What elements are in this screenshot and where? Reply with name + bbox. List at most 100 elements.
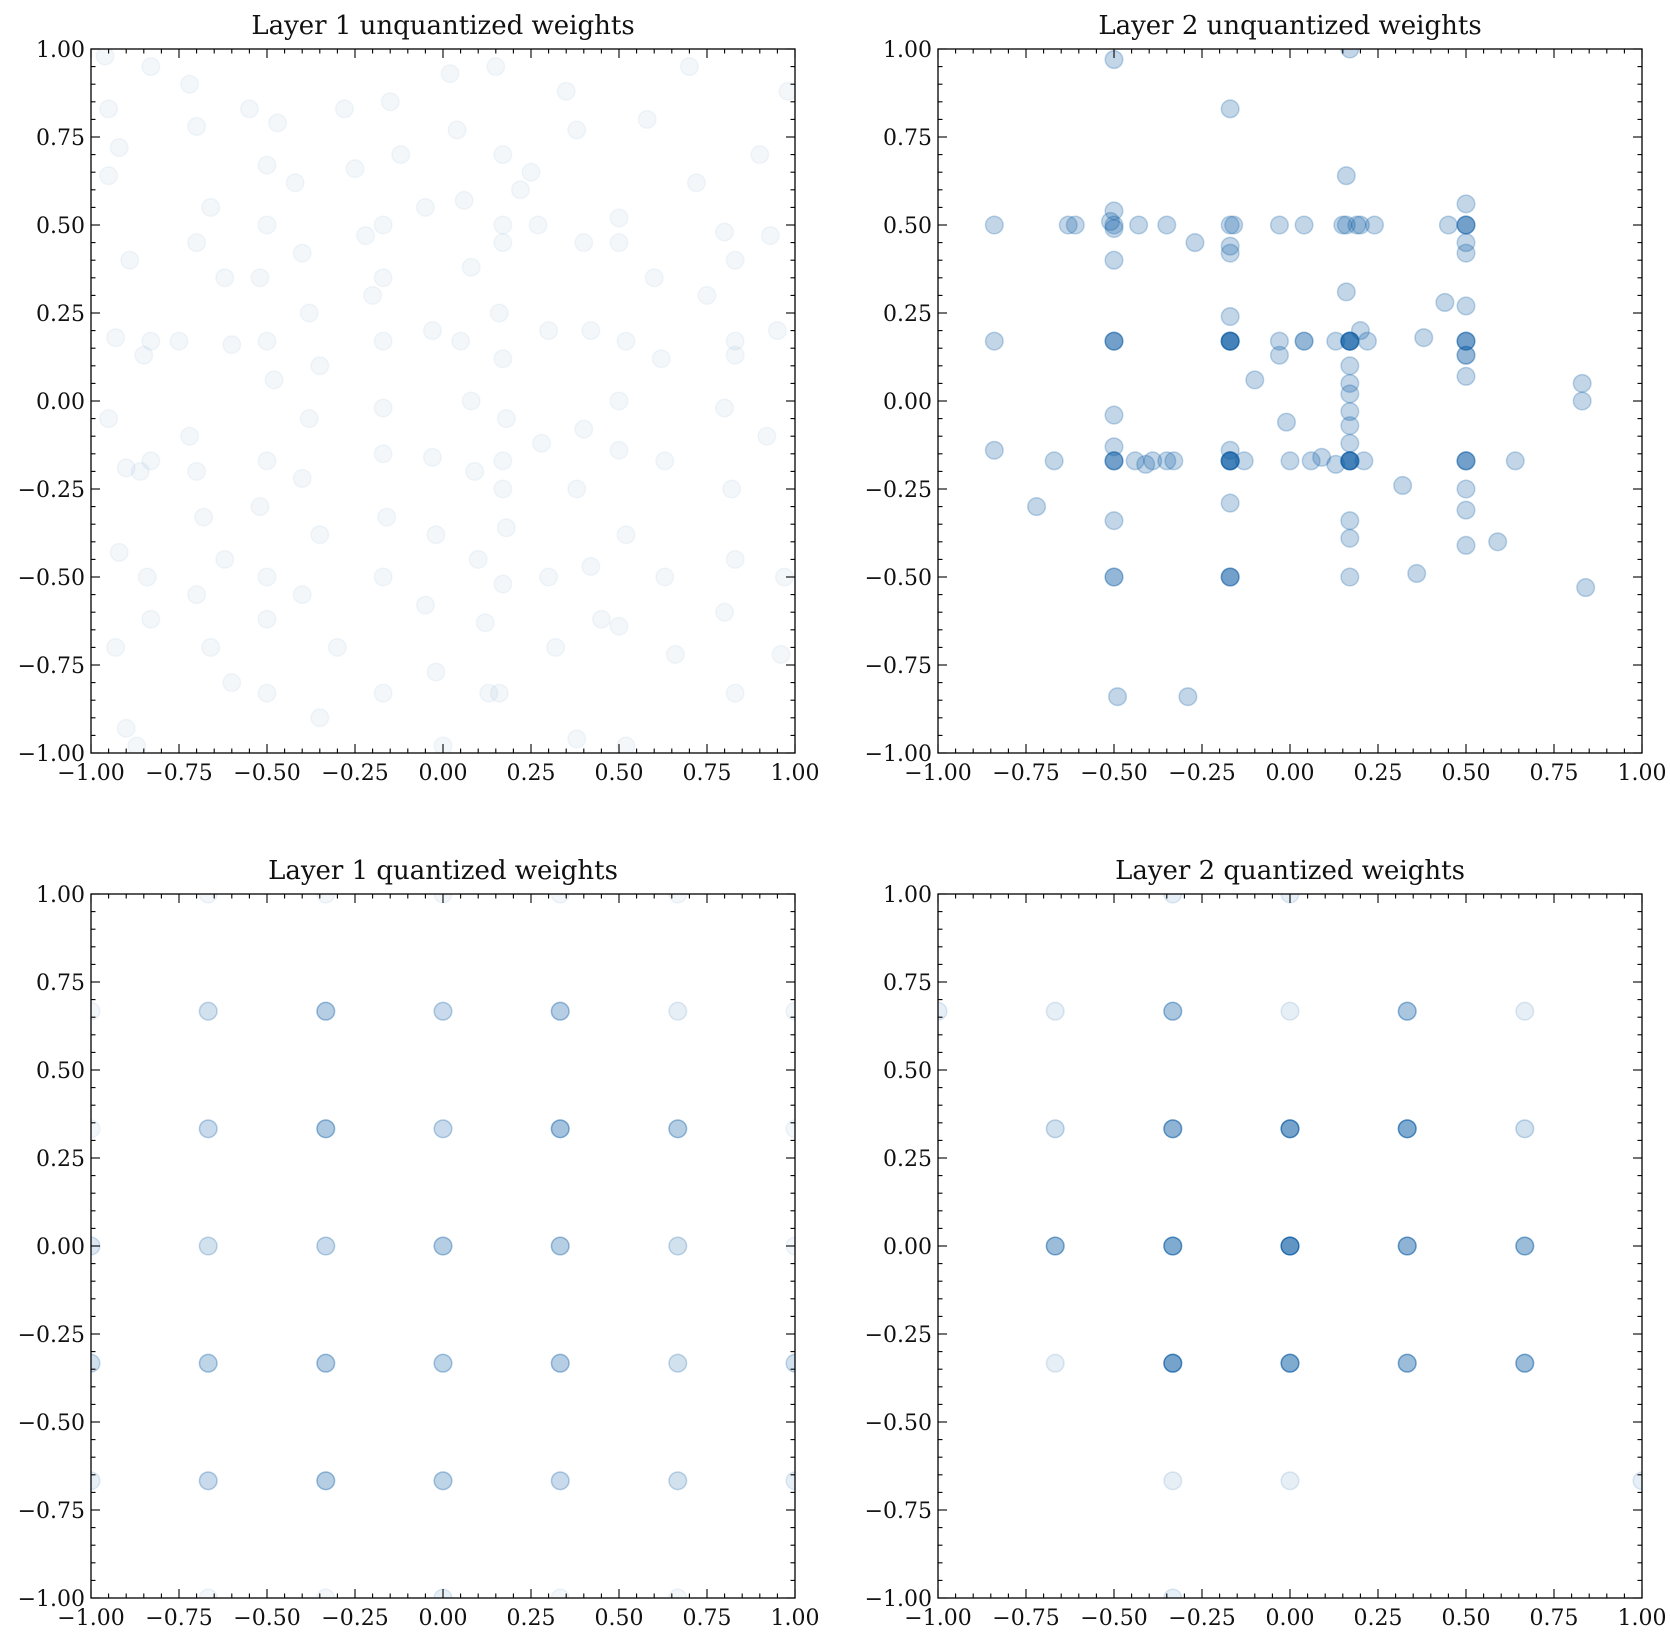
- x-tick-label: −1.00: [57, 1606, 124, 1631]
- data-point: [609, 391, 629, 411]
- data-point: [451, 331, 471, 351]
- data-point: [310, 356, 330, 376]
- data-point: [426, 525, 446, 545]
- data-point: [1456, 451, 1476, 471]
- data-point: [475, 613, 495, 633]
- data-point: [1104, 331, 1124, 351]
- data-point: [616, 525, 636, 545]
- data-point: [141, 331, 161, 351]
- data-point: [198, 1353, 218, 1373]
- data-point: [1515, 1001, 1535, 1021]
- y-tick-label: 1.00: [36, 883, 85, 908]
- data-point: [1576, 578, 1596, 598]
- data-point: [1104, 451, 1124, 471]
- data-point: [433, 1471, 453, 1491]
- data-point: [1136, 454, 1156, 474]
- data-point: [1104, 511, 1124, 531]
- data-point: [1220, 451, 1240, 471]
- data-point: [257, 567, 277, 587]
- y-tick-label: −0.50: [865, 1411, 932, 1436]
- data-point: [1157, 215, 1177, 235]
- data-point: [1572, 373, 1592, 393]
- subplot-1: −1.00 −0.75 −0.50 −0.25 0.00 0.25 0.50 0.75 1.00…: [18, 11, 820, 786]
- x-tick-label: −0.50: [1080, 761, 1147, 786]
- y-tick-label: 0.75: [883, 126, 932, 151]
- data-point: [725, 683, 745, 703]
- data-point: [201, 197, 221, 217]
- data-point: [1104, 567, 1124, 587]
- data-point: [1220, 451, 1240, 471]
- y-tick-label: 0.50: [883, 1059, 932, 1084]
- data-point: [1340, 528, 1360, 548]
- data-point: [1456, 345, 1476, 365]
- data-point: [1456, 479, 1476, 499]
- data-point: [433, 1119, 453, 1139]
- data-point: [222, 335, 242, 355]
- data-point: [257, 451, 277, 471]
- data-point: [493, 349, 513, 369]
- data-point: [316, 1236, 336, 1256]
- data-point: [215, 268, 235, 288]
- data-point: [1333, 215, 1353, 235]
- data-point: [1044, 451, 1064, 471]
- points-layer: [91, 894, 795, 1598]
- data-point: [668, 1119, 688, 1139]
- data-point: [1340, 331, 1360, 351]
- data-point: [609, 208, 629, 228]
- x-tick-label: 1.00: [1618, 1606, 1667, 1631]
- x-tick-label: 0.75: [1530, 1606, 1579, 1631]
- data-point: [665, 644, 685, 664]
- y-tick-label: −0.25: [18, 478, 85, 503]
- data-point: [722, 479, 742, 499]
- data-point: [316, 1119, 336, 1139]
- data-point: [479, 683, 499, 703]
- data-point: [1164, 451, 1184, 471]
- data-point: [198, 1471, 218, 1491]
- data-point: [1280, 1001, 1300, 1021]
- data-point: [1456, 215, 1476, 235]
- data-point: [1393, 475, 1413, 496]
- data-point: [187, 461, 207, 481]
- data-point: [127, 736, 147, 753]
- data-point: [1488, 532, 1508, 552]
- data-point: [461, 391, 481, 411]
- data-point: [1435, 292, 1455, 312]
- data-point: [550, 1471, 570, 1491]
- data-point: [106, 637, 126, 657]
- data-point: [1104, 451, 1124, 471]
- data-point: [532, 433, 552, 453]
- data-point: [1224, 215, 1244, 235]
- data-point: [1220, 331, 1240, 351]
- data-point: [1505, 451, 1525, 471]
- y-tick-label: 0.00: [883, 390, 932, 415]
- data-point: [1340, 451, 1360, 471]
- data-point: [310, 525, 330, 545]
- data-point: [1294, 215, 1314, 235]
- data-point: [109, 138, 129, 158]
- data-point: [327, 637, 347, 657]
- data-point: [1220, 451, 1240, 471]
- data-point: [91, 1353, 101, 1373]
- data-point: [785, 1119, 795, 1139]
- data-point: [299, 409, 319, 429]
- data-point: [1280, 1119, 1300, 1139]
- data-point: [106, 328, 126, 348]
- data-point: [91, 1119, 101, 1139]
- data-point: [1340, 331, 1360, 351]
- data-point: [655, 567, 675, 587]
- data-point: [95, 49, 115, 66]
- data-point: [668, 1353, 688, 1373]
- data-point: [644, 268, 664, 288]
- x-tick-label: 0.00: [1266, 761, 1315, 786]
- data-point: [637, 109, 657, 129]
- data-point: [1163, 1119, 1183, 1139]
- data-point: [1340, 402, 1360, 422]
- data-point: [767, 321, 787, 341]
- data-point: [120, 250, 140, 270]
- data-point: [1100, 211, 1121, 232]
- x-tick-label: −0.50: [233, 761, 300, 786]
- data-point: [725, 549, 745, 569]
- data-point: [546, 637, 566, 657]
- data-point: [257, 331, 277, 351]
